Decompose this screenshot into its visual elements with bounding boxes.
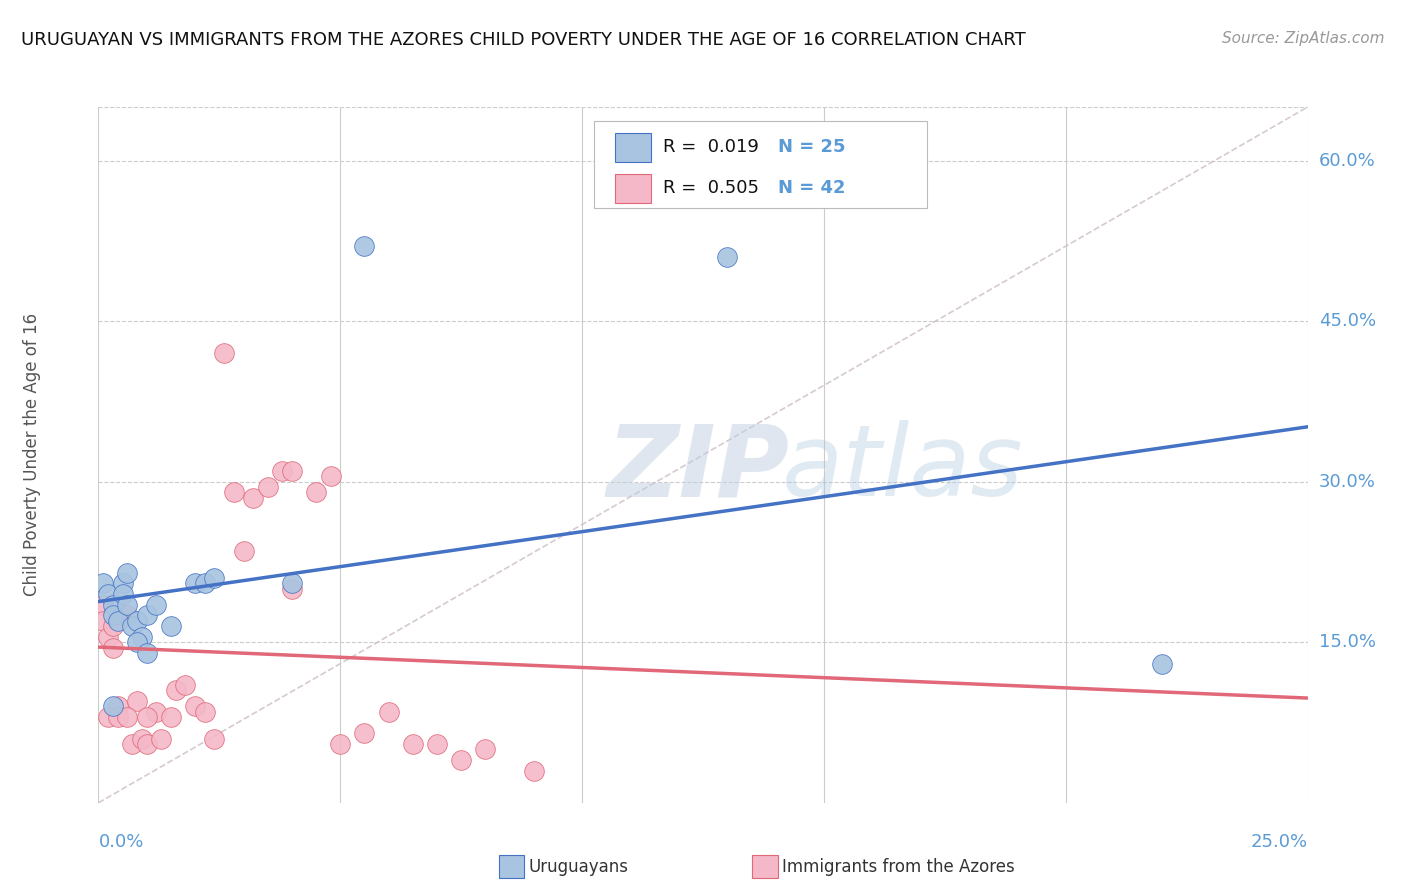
Point bbox=[145, 705, 167, 719]
Point bbox=[256, 480, 278, 494]
Point bbox=[127, 694, 149, 708]
Text: 15.0%: 15.0% bbox=[1319, 633, 1375, 651]
Point bbox=[204, 731, 226, 746]
Point bbox=[212, 346, 235, 360]
Text: N = 42: N = 42 bbox=[778, 179, 845, 197]
Point bbox=[281, 576, 304, 591]
Point bbox=[101, 598, 124, 612]
Point bbox=[97, 630, 120, 644]
Text: 45.0%: 45.0% bbox=[1319, 312, 1376, 330]
Point bbox=[101, 640, 124, 655]
Text: Source: ZipAtlas.com: Source: ZipAtlas.com bbox=[1222, 31, 1385, 46]
Point bbox=[121, 619, 143, 633]
Point bbox=[281, 582, 304, 596]
Point bbox=[127, 635, 149, 649]
Point bbox=[97, 710, 120, 724]
Text: Child Poverty Under the Age of 16: Child Poverty Under the Age of 16 bbox=[22, 313, 41, 597]
Point bbox=[127, 614, 149, 628]
Point bbox=[174, 678, 197, 692]
Point bbox=[101, 699, 124, 714]
Text: URUGUAYAN VS IMMIGRANTS FROM THE AZORES CHILD POVERTY UNDER THE AGE OF 16 CORREL: URUGUAYAN VS IMMIGRANTS FROM THE AZORES … bbox=[21, 31, 1026, 49]
Point bbox=[121, 737, 143, 751]
Point bbox=[131, 731, 153, 746]
Point bbox=[194, 705, 217, 719]
Text: N = 25: N = 25 bbox=[778, 138, 845, 156]
Point bbox=[222, 485, 245, 500]
Text: R =  0.019: R = 0.019 bbox=[664, 138, 759, 156]
Point bbox=[184, 699, 207, 714]
Point bbox=[117, 566, 139, 580]
Point bbox=[242, 491, 264, 505]
Point bbox=[305, 485, 328, 500]
Point bbox=[150, 731, 173, 746]
Point bbox=[450, 753, 472, 767]
Point bbox=[117, 598, 139, 612]
Point bbox=[111, 608, 134, 623]
FancyBboxPatch shape bbox=[614, 174, 651, 203]
Point bbox=[91, 576, 114, 591]
Point bbox=[135, 710, 157, 724]
Point bbox=[111, 587, 134, 601]
Point bbox=[319, 469, 342, 483]
Point bbox=[194, 576, 217, 591]
Point bbox=[101, 619, 124, 633]
Point bbox=[131, 630, 153, 644]
Text: R =  0.505: R = 0.505 bbox=[664, 179, 759, 197]
Text: atlas: atlas bbox=[782, 420, 1024, 517]
Point bbox=[117, 710, 139, 724]
Text: Immigrants from the Azores: Immigrants from the Azores bbox=[782, 858, 1015, 876]
Point bbox=[1152, 657, 1174, 671]
Text: 25.0%: 25.0% bbox=[1250, 833, 1308, 851]
Point bbox=[377, 705, 399, 719]
Point bbox=[135, 608, 157, 623]
Point bbox=[97, 587, 120, 601]
Point bbox=[165, 683, 187, 698]
Point bbox=[271, 464, 294, 478]
Point bbox=[101, 608, 124, 623]
Point bbox=[91, 614, 114, 628]
Text: ZIP: ZIP bbox=[606, 420, 789, 517]
Point bbox=[107, 699, 129, 714]
Point bbox=[353, 726, 375, 740]
Text: Uruguayans: Uruguayans bbox=[529, 858, 628, 876]
Text: 60.0%: 60.0% bbox=[1319, 152, 1375, 169]
Text: 30.0%: 30.0% bbox=[1319, 473, 1375, 491]
Text: 0.0%: 0.0% bbox=[98, 833, 143, 851]
Point bbox=[117, 608, 139, 623]
Point bbox=[523, 764, 546, 778]
Point bbox=[160, 619, 183, 633]
Point bbox=[184, 576, 207, 591]
Point bbox=[145, 598, 167, 612]
Point bbox=[474, 742, 496, 756]
Point bbox=[232, 544, 254, 558]
Point bbox=[107, 614, 129, 628]
Point bbox=[107, 710, 129, 724]
Point bbox=[329, 737, 352, 751]
Point bbox=[353, 239, 375, 253]
FancyBboxPatch shape bbox=[614, 133, 651, 162]
Point bbox=[91, 598, 114, 612]
Point bbox=[160, 710, 183, 724]
Point bbox=[204, 571, 226, 585]
Point bbox=[426, 737, 449, 751]
Point bbox=[111, 576, 134, 591]
Point bbox=[281, 464, 304, 478]
FancyBboxPatch shape bbox=[595, 121, 927, 208]
Point bbox=[716, 250, 738, 264]
Point bbox=[135, 646, 157, 660]
Point bbox=[402, 737, 425, 751]
Point bbox=[135, 737, 157, 751]
